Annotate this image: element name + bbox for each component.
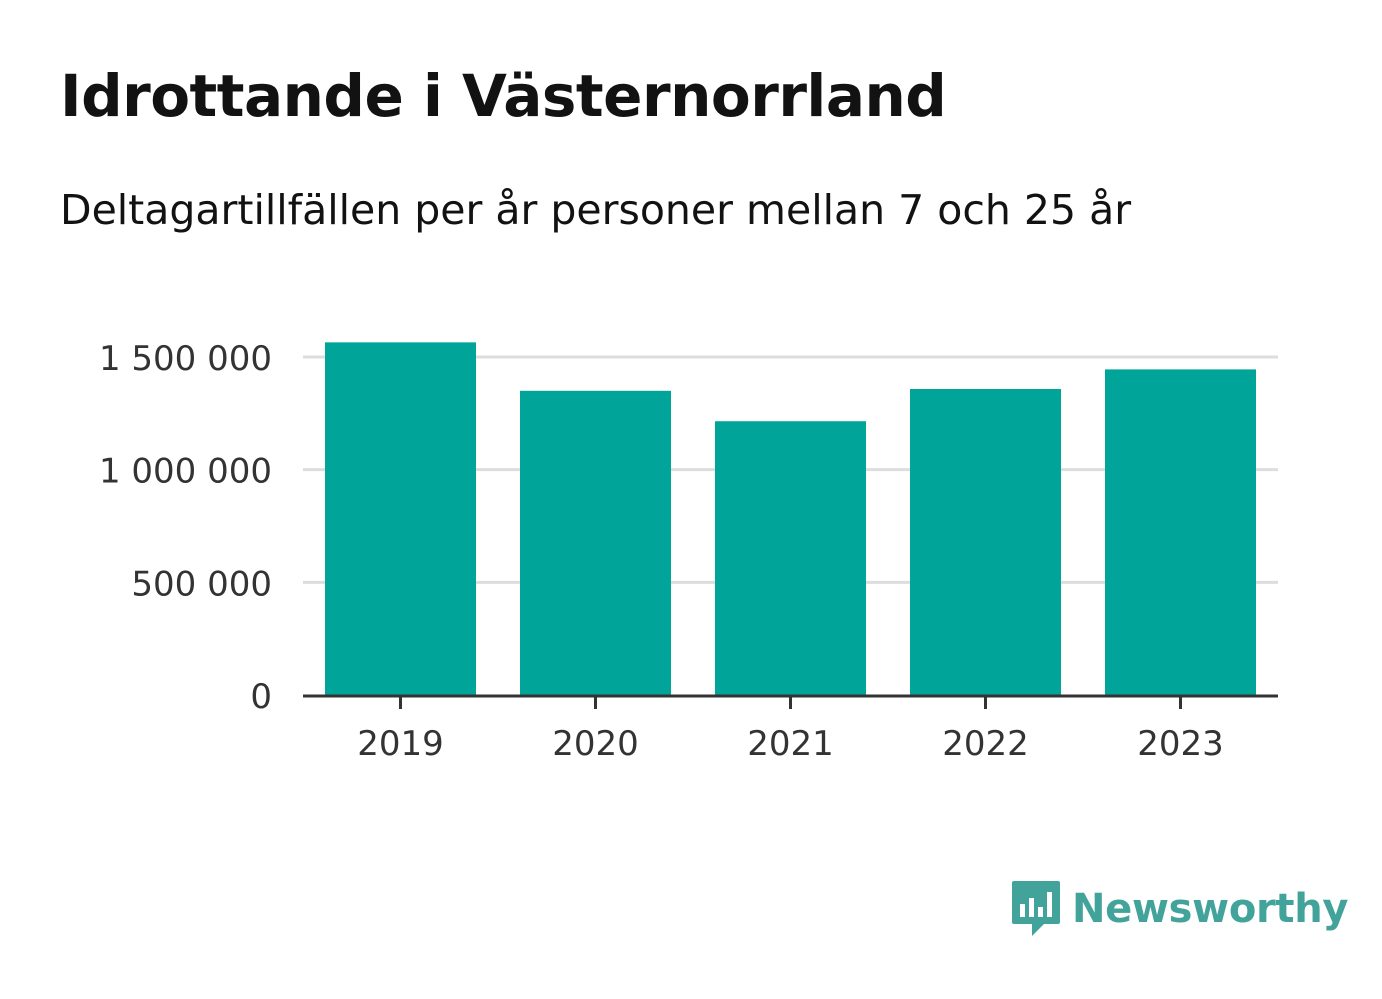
x-tick-label: 2021 [747, 724, 834, 764]
y-tick-label: 1 000 000 [99, 452, 272, 492]
bar [520, 390, 671, 695]
x-tick-label: 2019 [357, 724, 444, 764]
chart-title: Idrottande i Västernorrland [60, 62, 947, 130]
newsworthy-logo: Newsworthy [1010, 878, 1349, 940]
speech-bubble-bar-chart-icon [1012, 881, 1060, 936]
bar [325, 342, 476, 695]
x-tick-label: 2023 [1137, 724, 1224, 764]
x-tick-label: 2022 [942, 724, 1029, 764]
x-tick-label: 2020 [552, 724, 639, 764]
y-tick-label: 500 000 [131, 564, 272, 604]
bar [715, 421, 866, 695]
bar [1105, 369, 1256, 695]
y-tick-label: 0 [250, 677, 272, 717]
brand-name: Newsworthy [1072, 886, 1349, 932]
chart-subtitle: Deltagartillfällen per år personer mella… [60, 186, 1132, 234]
y-tick-label: 1 500 000 [99, 339, 272, 379]
bar [910, 388, 1061, 695]
